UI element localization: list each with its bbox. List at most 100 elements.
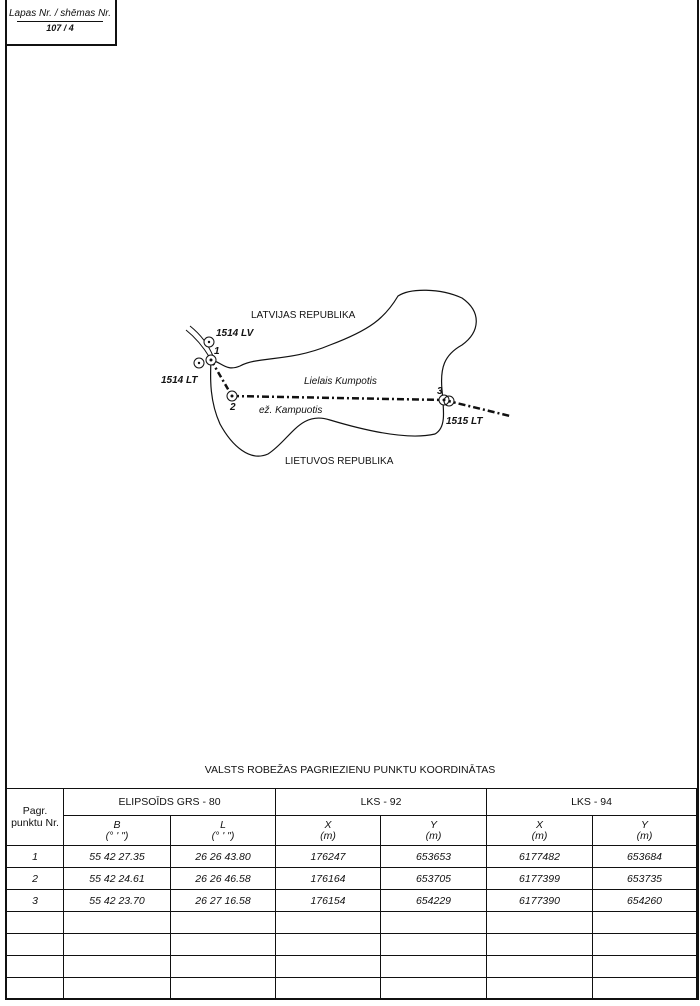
table-cell: 55 42 23.70 [63,889,171,912]
lake-outline [209,289,477,457]
table-cell: 654229 [380,889,487,912]
point-label: 3 [437,386,443,397]
boundary-marker-1514-lv [203,336,215,348]
subheader-unit: (m) [636,829,653,842]
table-cell: 55 42 27.35 [63,845,171,868]
table-cell [380,911,487,934]
marker-label: 1514 LV [216,328,255,339]
subheader-name: Y [640,818,648,831]
subheader-name: X [535,818,543,831]
table-cell: 176247 [275,845,381,868]
table-cell: 6177482 [486,845,593,868]
table-cell [170,911,276,934]
header-group: ELIPSOĪDS GRS - 80 [63,788,276,816]
lake-name-lt: ež. Kampuotis [259,405,322,416]
subheader-name: X [324,818,332,831]
table-cell: 654260 [592,889,697,912]
marker-label: 1515 LT [446,416,483,427]
table-cell [275,955,381,978]
empty-table-row [6,977,697,1000]
subheader-y: Y (m) [380,815,487,846]
subheader-unit: (m) [425,829,442,842]
label-lithuania: LIETUVOS REPUBLIKA [285,456,394,467]
divider [17,21,103,22]
subheader-unit: (° ' ") [211,829,235,842]
subheader-name: Y [429,818,437,831]
table-cell [275,977,381,1000]
table-cell: 176154 [275,889,381,912]
boundary-map: LATVIJAS REPUBLIKA LIETUVOS REPUBLIKA Li… [161,289,511,467]
table-row: 2 55 42 24.61 26 26 46.58 176164 653705 61773… [6,867,697,890]
table-cell [6,955,64,978]
sheet-number-box: Lapas Nr. / shēmas Nr. 107 / 4 [5,0,117,46]
table-cell: 653684 [592,845,697,868]
subheader-unit: (m) [531,829,548,842]
table-row: 3 55 42 23.70 26 27 16.58 176154 654229 61773… [6,889,697,912]
table-cell [275,911,381,934]
subheader-y: Y (m) [592,815,697,846]
table-cell [63,955,171,978]
subheader-name: L [220,818,226,831]
table-cell: 26 26 46.58 [170,867,276,890]
table-cell: 3 [6,889,64,912]
coordinates-table: Pagr. punktu Nr. ELIPSOĪDS GRS - 80 LKS … [6,788,697,1000]
table-row: 1 55 42 27.35 26 26 43.80 176247 653653 61774… [6,845,697,868]
table-cell [6,933,64,956]
subheader-b: B (° ' ") [63,815,171,846]
table-cell [6,977,64,1000]
marker-label: 1514 LT [161,375,198,386]
table-cell [486,955,593,978]
subheader-l: L (° ' ") [170,815,276,846]
table-cell: 26 27 16.58 [170,889,276,912]
table-cell [380,977,487,1000]
table-cell: 653653 [380,845,487,868]
sheet-label: Lapas Nr. / shēmas Nr. [8,8,112,19]
table-cell [170,933,276,956]
table-cell [592,911,697,934]
table-cell [275,933,381,956]
empty-table-row [6,955,697,978]
point-label: 2 [229,402,236,413]
sheet-number: 107 / 4 [46,23,74,33]
point-label: 1 [214,346,220,357]
lake-name-lv: Lielais Kumpotis [304,376,377,387]
table-cell: 6177390 [486,889,593,912]
table-cell: 55 42 24.61 [63,867,171,890]
table-cell: 6177399 [486,867,593,890]
subheader-unit: (° ' ") [105,829,129,842]
table-cell [486,933,593,956]
label-latvia: LATVIJAS REPUBLIKA [251,310,356,321]
header-group: LKS - 92 [275,788,487,816]
subheader-unit: (m) [320,829,336,842]
table-cell: 1 [6,845,64,868]
turning-point-1 [205,354,217,366]
table-cell [63,977,171,1000]
empty-table-row [6,933,697,956]
table-cell [592,977,697,1000]
table-cell [592,933,697,956]
subheader-name: B [113,818,121,831]
table-cell [380,933,487,956]
boundary-marker-1514-lt [193,357,205,369]
turning-point-3 [438,394,455,407]
table-cell: 26 26 43.80 [170,845,276,868]
table-cell [63,911,171,934]
header-point-number: Pagr. punktu Nr. [6,788,64,846]
table-cell: 653705 [380,867,487,890]
empty-table-row [6,911,697,934]
table-cell [486,977,593,1000]
table-cell [170,977,276,1000]
table-cell [486,911,593,934]
table-cell [63,933,171,956]
table-cell [592,955,697,978]
subheader-x: X (m) [486,815,593,846]
header-group: LKS - 94 [486,788,697,816]
subheader-x: X (m) [275,815,381,846]
turning-point-2 [226,390,238,402]
table-cell [380,955,487,978]
table-title: VALSTS ROBEŽAS PAGRIEZIENU PUNKTU KOORDI… [204,764,496,776]
table-cell [6,911,64,934]
table-cell: 2 [6,867,64,890]
table-cell: 176164 [275,867,381,890]
